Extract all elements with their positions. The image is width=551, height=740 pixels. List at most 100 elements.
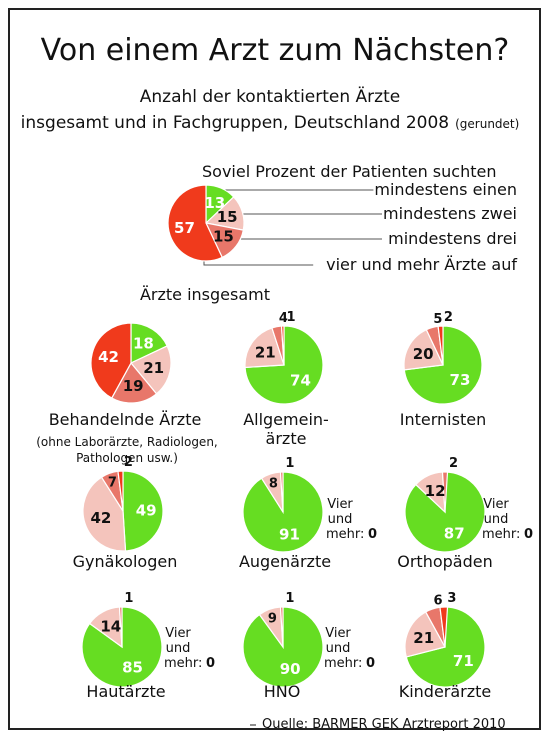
pie-behandelnde-note-2: Pathologen usw.) — [76, 451, 178, 465]
legend: mindestens einen mindestens zwei mindesten… — [203, 180, 517, 274]
pie-internisten-value-1: 73 — [450, 371, 471, 389]
pie-behandelnde-note-1: (ohne Laborärzte, Radiologen, — [36, 435, 217, 449]
pie-allgemein: 74 21 41 Allgemein-ärzte — [243, 310, 329, 448]
pie-hautaerzte-label: Hautärzte — [86, 682, 165, 701]
pie-kinderaerzte-value-4: 3 — [447, 591, 456, 606]
chart-subtitle-line1: Anzahl der kontaktierten Ärzte — [140, 86, 400, 107]
pie-allgemein-label-2: ärzte — [266, 429, 307, 448]
legend-heading: Soviel Prozent der Patienten suchten — [202, 162, 496, 181]
pie-kinderaerzte-slice-4 — [439, 606, 449, 648]
pie-behandelnde-slice-3 — [110, 361, 158, 404]
source-note: Quelle: BARMER GEK Arztreport 2010 — [262, 717, 506, 732]
vier-label-1: Vier — [325, 626, 351, 641]
pie-internisten-label: Internisten — [400, 410, 486, 429]
pie-hautaerzte-value-1: 85 — [122, 659, 143, 677]
legend-item-3: mindestens drei — [388, 229, 517, 248]
chart-subtitle-note: (gerundet) — [455, 117, 519, 131]
pie-kinderaerzte-slice-2 — [404, 611, 446, 658]
pie-behandelnde-value-4: 42 — [98, 348, 119, 366]
pie-allgemein-value-1: 74 — [290, 371, 311, 389]
pie-hno-slice-3 — [279, 606, 284, 648]
pie-allgemein-value-2: 21 — [255, 343, 276, 361]
pie-hno-value-2: 9 — [268, 612, 277, 627]
pie-hno-value-4: 0 — [366, 656, 375, 671]
pie-orthopaeden-value-3: 2 — [449, 456, 458, 471]
pie-behandelnde-slice-4 — [90, 322, 132, 399]
pie-augenaerzte-value-3: 1 — [285, 456, 294, 471]
chart-title: Von einem Arzt zum Nächsten? — [41, 33, 510, 68]
pie-augenaerzte-slice-3 — [279, 471, 284, 513]
vier-label-1: Vier — [483, 497, 509, 512]
pie-internisten-value-3: 5 — [433, 312, 442, 327]
pie-orthopaeden-slice-3 — [441, 471, 449, 513]
vier-label-3: mehr: — [164, 656, 202, 671]
pie-behandelnde-value-2: 21 — [143, 359, 164, 377]
pie-gynaekologen-value-2: 42 — [90, 509, 111, 527]
pie-hautaerzte-value-3: 1 — [124, 591, 133, 606]
pie-insgesamt-value-3: 15 — [213, 228, 234, 246]
pie-hno-value-3: 1 — [285, 591, 294, 606]
pie-orthopaeden-value-1: 87 — [444, 524, 465, 542]
pie-allgemein-slice-2 — [244, 327, 285, 369]
vier-label-2: und — [326, 641, 351, 656]
pie-internisten-value-2: 20 — [413, 345, 434, 363]
pie-insgesamt-slice-4 — [167, 184, 223, 262]
pie-kinderaerzte-label: Kinderärzte — [399, 682, 492, 701]
pie-hno-label: HNO — [264, 682, 301, 701]
pie-behandelnde-value-1: 18 — [133, 334, 154, 352]
pie-kinderaerzte-value-1: 71 — [453, 652, 474, 670]
pie-hautaerzte-slice-3 — [118, 606, 123, 648]
chart-subtitle-line2-text: insgesamt und in Fachgruppen, Deutschlan… — [21, 113, 449, 133]
pie-orthopaeden-label: Orthopäden — [397, 552, 492, 571]
pie-kinderaerzte-value-3: 6 — [434, 593, 443, 608]
vier-label-1: Vier — [165, 626, 191, 641]
legend-leader-4 — [203, 259, 314, 266]
chart-subtitle-line2: insgesamt und in Fachgruppen, Deutschlan… — [21, 113, 520, 133]
pie-insgesamt-value-2: 15 — [217, 208, 238, 226]
pie-behandelnde-label: Behandelnde Ärzte — [49, 410, 202, 429]
pie-gynaekologen-label: Gynäkologen — [73, 552, 178, 571]
pie-behandelnde-value-3: 19 — [123, 377, 144, 395]
vier-label-3: mehr: — [482, 527, 520, 542]
pie-behandelnde-slice-1 — [130, 322, 168, 364]
pie-behandelnde-slice-2 — [130, 345, 172, 395]
pie-insgesamt-value-1: 13 — [204, 194, 225, 212]
pie-augenaerzte-label: Augenärzte — [239, 552, 331, 571]
vier-label-3: mehr: — [324, 656, 362, 671]
pie-orthopaeden-value-2: 12 — [425, 482, 446, 500]
pie-gynaekologen-slice-1 — [122, 470, 164, 552]
vier-label-1: Vier — [327, 497, 353, 512]
vier-label-2: und — [328, 512, 353, 527]
pie-augenaerzte-value-1: 91 — [279, 525, 300, 543]
legend-item-4: vier und mehr Ärzte auf — [326, 255, 517, 274]
pie-gynaekologen-slice-2 — [82, 476, 127, 552]
pie-allgemein-value-3: 4 — [279, 311, 288, 326]
pie-orthopaeden-value-4: 0 — [524, 527, 533, 542]
pie-allgemein-slice-4 — [280, 325, 285, 366]
pie-allgemein-label-1: Allgemein- — [243, 410, 329, 429]
pie-insgesamt-label: Ärzte insgesamt — [140, 285, 270, 304]
legend-item-1: mindestens einen — [374, 180, 517, 199]
pie-augenaerzte-value-2: 8 — [269, 476, 278, 491]
pie-kinderaerzte: 71 21 6 3 Kinderärzte — [399, 591, 492, 701]
pie-hautaerzte-value-4: 0 — [206, 656, 215, 671]
pie-hautaerzte-value-2: 14 — [100, 618, 121, 636]
vier-label-2: und — [166, 641, 191, 656]
pie-internisten-slice-4 — [437, 325, 444, 366]
vier-label-2: und — [484, 512, 509, 527]
pie-kinderaerzte-value-2: 21 — [413, 629, 434, 647]
pie-allgemein-value-4: 1 — [286, 310, 295, 325]
pie-hno-value-1: 90 — [280, 660, 301, 678]
pie-gynaekologen-value-1: 49 — [136, 501, 157, 519]
pie-internisten-slice-2 — [403, 328, 444, 371]
